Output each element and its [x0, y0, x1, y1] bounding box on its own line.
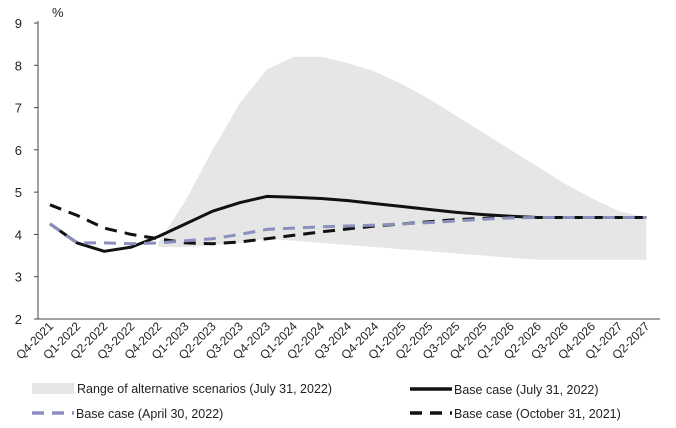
legend-label-2: Base case (October 31, 2021) — [454, 407, 621, 421]
range-area — [158, 56, 647, 260]
y-tick-label: 8 — [15, 58, 22, 73]
y-tick-label: 7 — [15, 101, 22, 116]
y-unit-label: % — [52, 5, 64, 20]
y-tick-label: 2 — [15, 312, 22, 327]
x-axis-ticks: Q4-2021Q1-2022Q2-2022Q3-2022Q4-2022Q1-20… — [13, 319, 652, 362]
legend-label-range: Range of alternative scenarios (July 31,… — [77, 382, 332, 396]
y-tick-label: 9 — [15, 16, 22, 31]
y-axis-ticks: 2 3 4 5 6 7 8 9 — [15, 16, 38, 327]
series-line-1 — [49, 216, 647, 246]
y-tick-label: 4 — [15, 227, 22, 242]
legend-label-1: Base case (April 30, 2022) — [76, 407, 223, 421]
legend-label-0: Base case (July 31, 2022) — [454, 383, 599, 397]
plot-area — [37, 21, 660, 320]
y-tick-label: 6 — [15, 143, 22, 158]
y-tick-label: 3 — [15, 270, 22, 285]
legend-swatch-range — [32, 383, 74, 394]
legend: Range of alternative scenarios (July 31,… — [32, 382, 621, 421]
y-tick-label: 5 — [15, 185, 22, 200]
